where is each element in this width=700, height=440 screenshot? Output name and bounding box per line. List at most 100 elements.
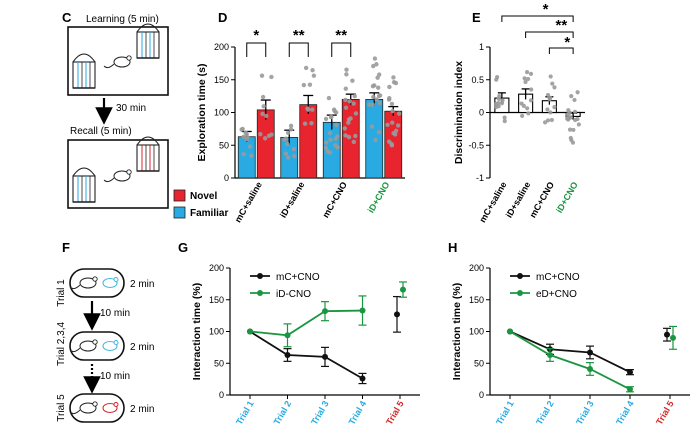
data-point: [333, 136, 338, 142]
novel-bar: [256, 109, 275, 179]
significance-label: *: [564, 34, 570, 51]
data-point: [301, 82, 307, 88]
data-point: [359, 307, 366, 314]
y-tick-label: 0.5: [471, 75, 484, 85]
data-point: [346, 134, 352, 140]
mouse-icon: [103, 55, 132, 69]
data-point: [266, 133, 272, 139]
significance-label: **: [335, 27, 347, 44]
data-point: [261, 104, 266, 109]
x-tick-label: iD+saline: [278, 180, 307, 219]
data-point: [305, 106, 310, 111]
y-tick-label: 0: [479, 108, 484, 118]
object-mouse-icon: [102, 340, 119, 352]
data-point: [343, 133, 348, 138]
data-point: [342, 126, 347, 131]
legend-label: iD-CNO: [276, 289, 311, 300]
data-point: [310, 67, 315, 73]
series-line: [249, 309, 363, 337]
y-tick-label: -0.5: [468, 140, 484, 150]
x-tick-label: Trial 1: [494, 399, 516, 427]
y-tick-label: 1: [479, 42, 484, 52]
learning-arena: [67, 26, 169, 96]
data-point: [343, 105, 349, 110]
data-point: [370, 102, 375, 107]
cage-icon: [72, 53, 96, 89]
data-point: [575, 90, 580, 95]
y-tick-label: 200: [214, 42, 229, 52]
data-point: [376, 85, 381, 90]
data-point: [350, 78, 355, 83]
x-tick-label: mC+CNO: [320, 180, 349, 219]
x-tick-label: Trial 2: [272, 399, 294, 427]
data-point: [240, 126, 245, 132]
legend-label: mC+CNO: [276, 272, 320, 283]
data-point: [545, 107, 550, 112]
trial-label: Trial 5: [56, 394, 67, 422]
data-point: [269, 74, 274, 80]
y-tick-label: 50: [219, 140, 229, 150]
data-point: [394, 311, 400, 318]
data-point: [325, 149, 330, 154]
data-point: [390, 108, 395, 114]
panel-label-d: D: [218, 10, 227, 25]
y-tick-label: 150: [469, 295, 484, 305]
data-point: [390, 120, 395, 125]
data-point: [522, 76, 527, 81]
cage-icon: [136, 23, 160, 59]
data-point: [307, 82, 313, 87]
y-tick-label: 150: [209, 295, 224, 305]
data-point: [283, 151, 289, 156]
recall-label: Recall (5 min): [70, 126, 132, 137]
data-point: [323, 145, 329, 151]
data-point: [366, 102, 372, 107]
data-point: [570, 140, 576, 145]
novel-bar: [341, 99, 360, 179]
y-tick-label: 0: [479, 390, 484, 400]
data-point: [395, 123, 401, 128]
y-tick-label: 100: [469, 327, 484, 337]
x-tick-label: Trial 5: [384, 399, 406, 427]
trial-arena: [69, 331, 125, 361]
y-tick-label: 100: [209, 327, 224, 337]
data-point: [548, 74, 553, 79]
data-point: [391, 80, 397, 85]
familiar-bar: [322, 121, 341, 179]
y-tick-label: 50: [474, 358, 484, 368]
data-point: [573, 117, 578, 123]
data-point: [377, 93, 383, 98]
data-point: [587, 349, 593, 356]
data-point: [322, 353, 328, 360]
data-point: [303, 65, 309, 71]
novel-cage-icon: [136, 136, 160, 172]
mouse-icon: [69, 339, 98, 353]
data-point: [524, 70, 530, 75]
data-point: [587, 365, 593, 372]
chart-d-exploration-time: 0 50 100 150 200 Exploration time (s) mC+salin…: [196, 27, 405, 224]
data-point: [571, 127, 576, 133]
y-axis-title: Interaction time (%): [191, 283, 203, 380]
data-point: [284, 351, 291, 358]
data-point: [569, 93, 574, 99]
x-tick-label: mC+saline: [233, 180, 264, 224]
x-tick-label: iD+CNO: [366, 180, 392, 215]
data-point: [288, 123, 294, 129]
data-point: [353, 133, 358, 139]
panel-label-f: F: [62, 240, 70, 255]
data-point: [285, 141, 290, 147]
data-point: [371, 63, 376, 69]
data-point: [259, 73, 265, 78]
data-point: [309, 120, 314, 126]
data-point: [323, 116, 329, 122]
data-point: [374, 97, 379, 102]
panel-label-c: C: [62, 10, 72, 25]
x-tick-label: mC+saline: [477, 180, 508, 224]
data-point: [519, 101, 524, 106]
panel-c-schematic: Learning (5 min) 30 min Recall (5 min): [67, 14, 169, 209]
data-point: [372, 56, 378, 61]
chart-e-discrimination-index: -1 -0.5 0 0.5 1 Discrimination index mC+saline…: [453, 1, 585, 224]
data-point: [285, 130, 291, 135]
data-point: [352, 93, 357, 99]
x-tick-label: Trial 4: [347, 399, 369, 427]
